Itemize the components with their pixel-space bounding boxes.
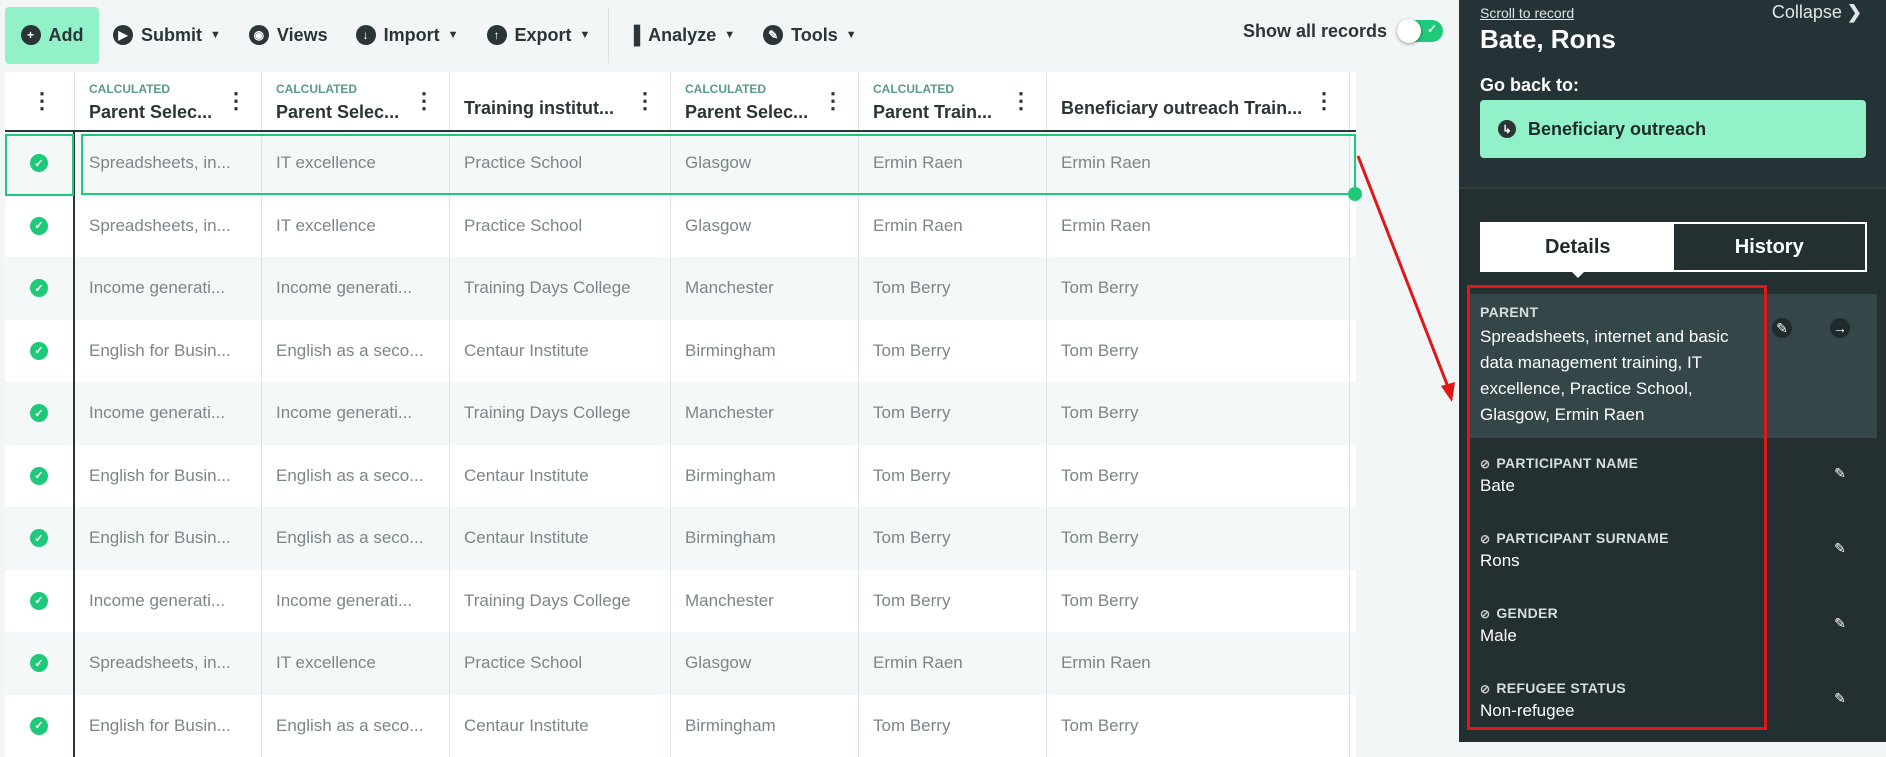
annotation-arrow	[0, 0, 1886, 742]
